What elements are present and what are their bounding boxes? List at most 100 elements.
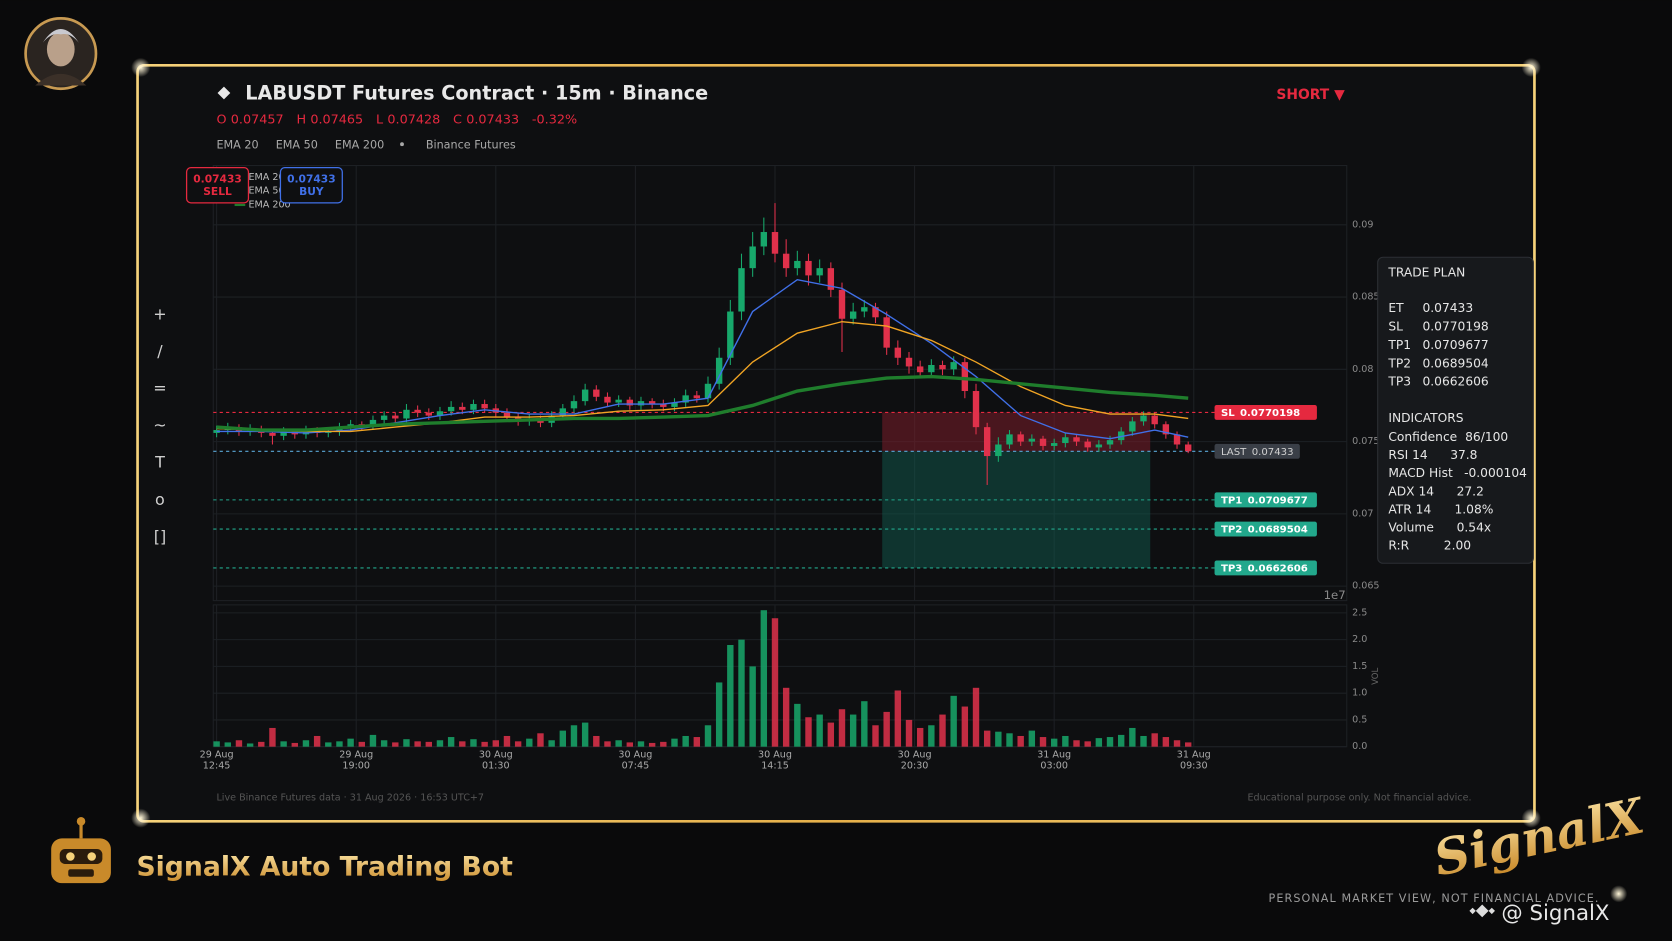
volume-bar: [1039, 737, 1047, 747]
plan-value: 0.0662606: [1422, 375, 1488, 389]
x-tick-label: 30 Aug: [479, 750, 513, 761]
volume-bar: [1084, 741, 1091, 747]
indicator-value: 27.2: [1457, 484, 1484, 498]
volume-bar: [894, 690, 902, 747]
volume-bar: [593, 735, 600, 747]
volume-bar: [615, 740, 622, 747]
tool-button[interactable]: T: [154, 453, 165, 472]
candle-body: [1140, 415, 1147, 422]
legend-entry: EMA 50: [276, 138, 318, 151]
level-value: 0.0709677: [1248, 495, 1308, 506]
volume-bar: [939, 714, 946, 747]
candle-body: [648, 401, 656, 405]
volume-bar: [302, 740, 310, 747]
volume-bar: [336, 741, 343, 747]
candle-body: [883, 317, 890, 348]
tool-button[interactable]: /: [157, 341, 163, 360]
legend-separator: [400, 142, 404, 147]
volume-bar: [570, 725, 578, 747]
footer-left: Live Binance Futures data · 31 Aug 2026 …: [216, 792, 484, 803]
y-tick-label: 1.5: [1352, 661, 1367, 672]
indicator-value: 1.08%: [1454, 502, 1493, 516]
x-tick-label: 01:30: [482, 760, 510, 771]
indicator-label: Confidence: [1388, 430, 1457, 444]
volume-bar: [693, 737, 701, 747]
volume-bar: [872, 725, 879, 747]
volume-bar: [358, 741, 365, 747]
candle-body: [995, 444, 1002, 457]
candle-body: [1117, 431, 1125, 441]
indicator-label: ATR 14: [1388, 502, 1431, 516]
button-box[interactable]: [185, 167, 250, 204]
volume-bar: [738, 639, 745, 747]
volume-bar: [950, 695, 957, 747]
volume-bar: [1117, 734, 1125, 747]
level-badge: [1214, 443, 1300, 459]
volume-bar: [637, 741, 645, 747]
candle-body: [849, 311, 857, 319]
button-price[interactable]: 0.07433: [193, 172, 242, 185]
footer-right: Educational purpose only. Not financial …: [1247, 792, 1471, 803]
ohlc-label: O: [216, 112, 226, 127]
x-tick-label: 14:15: [761, 760, 789, 771]
candle-body: [905, 357, 913, 367]
legend-entry: EMA 20: [248, 172, 284, 183]
direction: SHORT ▼: [1276, 87, 1345, 103]
volume-bar: [380, 740, 388, 747]
indicator-label: ADX 14: [1388, 484, 1434, 498]
candle-body: [280, 431, 287, 436]
volume-bar: [715, 682, 723, 747]
button-label[interactable]: BUY: [299, 185, 324, 198]
candle-body: [470, 404, 477, 410]
tool-button[interactable]: []: [154, 527, 166, 546]
tool-button[interactable]: =: [153, 379, 166, 398]
volume-bar: [995, 731, 1002, 747]
level-name: TP1: [1221, 495, 1242, 506]
indicator-label: Volume: [1388, 521, 1434, 535]
level-label: TP1 0.0709677: [1221, 495, 1308, 506]
candle-body: [604, 396, 611, 403]
tool-button[interactable]: o: [155, 490, 165, 509]
volume-bar: [369, 734, 377, 747]
plan-label: SL: [1388, 319, 1403, 333]
candle-body: [481, 404, 488, 409]
candle-body: [704, 383, 712, 399]
candle-body: [559, 408, 567, 416]
reward-zone: [882, 451, 1151, 568]
volume-bar: [1017, 735, 1024, 747]
y-tick-label: 0.065: [1352, 581, 1379, 592]
tool-button[interactable]: +: [153, 304, 166, 323]
candle-body: [950, 362, 957, 370]
volume-bar: [1184, 742, 1192, 747]
volume-bar: [403, 739, 410, 747]
button-box[interactable]: [279, 167, 343, 204]
button-price[interactable]: 0.07433: [287, 172, 336, 185]
candle-body: [1028, 438, 1036, 442]
candle-body: [794, 260, 801, 269]
indicators-title: INDICATORS: [1388, 411, 1463, 425]
risk-zone: [882, 412, 1151, 452]
volume-bar: [559, 730, 567, 747]
volume-bar: [983, 730, 991, 747]
legend-entry: EMA 20: [216, 138, 258, 151]
volume-bar: [782, 687, 790, 747]
candle-body: [660, 404, 667, 407]
volume-bar: [604, 741, 611, 747]
volume-bar: [1151, 733, 1158, 747]
button-label[interactable]: SELL: [203, 185, 232, 198]
volume-bar: [1095, 738, 1103, 747]
volume-bar: [503, 735, 511, 747]
x-tick-label: 30 Aug: [898, 750, 932, 761]
ohlc-label: L: [376, 112, 384, 127]
level-badge: [1214, 560, 1317, 576]
volume-bar: [235, 740, 243, 747]
candle-body: [682, 395, 689, 403]
tool-button[interactable]: ~: [153, 416, 166, 435]
ohlc-line: O 0.07457 H 0.07465 L 0.07428 C 0.07433 -0.32%: [216, 112, 577, 127]
avatar: [24, 17, 98, 91]
candle-body: [1073, 437, 1080, 442]
candle-body: [436, 411, 444, 416]
